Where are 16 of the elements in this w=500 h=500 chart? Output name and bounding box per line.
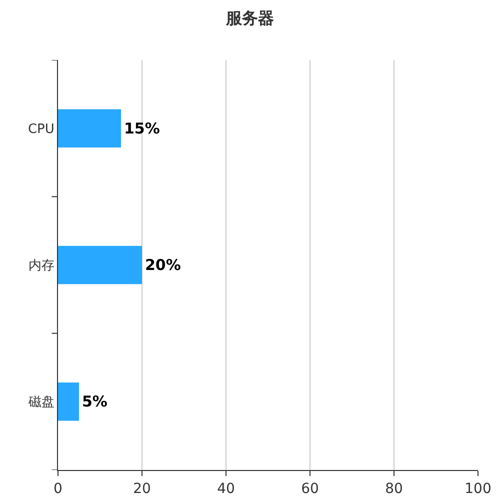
x-tick-label: 60 (301, 480, 319, 497)
data-label: 5% (82, 392, 108, 411)
data-label: 20% (145, 256, 181, 274)
bar (58, 109, 121, 148)
x-tick-label: 20 (133, 480, 151, 497)
x-tick-label: 100 (464, 480, 492, 497)
x-tick-label: 80 (385, 480, 403, 497)
x-tick-label: 40 (217, 480, 235, 497)
data-label: 15% (124, 119, 160, 138)
bar (58, 246, 142, 284)
x-tick-label: 0 (54, 480, 62, 497)
y-tick-label: 内存 (28, 258, 54, 274)
y-tick-label: 磁盘 (27, 395, 54, 410)
y-tick-label: CPU (28, 122, 54, 137)
bar (58, 382, 79, 421)
chart-title: 服务器 (225, 8, 274, 28)
